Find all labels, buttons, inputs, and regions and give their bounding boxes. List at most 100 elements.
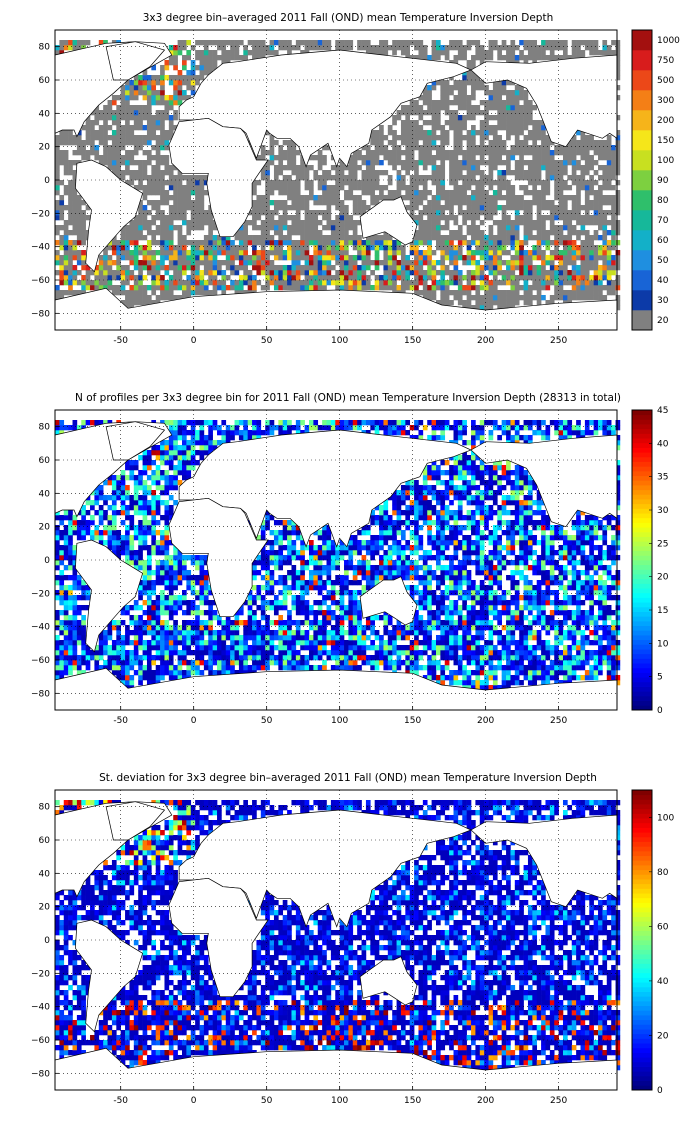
- x-tick-label: 200: [477, 336, 494, 346]
- x-tick-label: -50: [113, 1096, 128, 1106]
- heatmap-chart: -50 0 50 100 150 200 250806040200−20−40−60−800…: [31, 789, 674, 1106]
- x-tick-label: 250: [550, 1096, 567, 1106]
- colorbar-label: 50: [657, 256, 669, 266]
- colorbar-label: 40: [657, 977, 669, 987]
- panel-stdev: St. deviation for 3x3 degree bin–average…: [0, 760, 696, 1140]
- x-tick-label: 0: [191, 716, 197, 726]
- x-tick-label: 100: [331, 1096, 348, 1106]
- grid-lines: [55, 30, 617, 330]
- colorbar-label: 25: [657, 539, 668, 549]
- heatmap-cells: [55, 800, 621, 1071]
- grid-lines: [55, 790, 617, 1090]
- colorbar-label: 100: [657, 156, 674, 166]
- y-tick-label: −40: [31, 1003, 50, 1013]
- plot-area: [54, 789, 621, 1091]
- y-tick-label: −80: [31, 689, 50, 699]
- x-tick-label: 50: [261, 336, 273, 346]
- colorbar-label: 90: [657, 176, 669, 186]
- colorbar-label: 35: [657, 473, 668, 483]
- y-tick-label: −60: [31, 276, 50, 286]
- y-tick-label: −20: [31, 969, 50, 979]
- chart-title: St. deviation for 3x3 degree bin–average…: [99, 772, 597, 784]
- y-tick-label: 60: [39, 76, 51, 86]
- colorbar: 0 20 40 60 80 100: [631, 789, 674, 1096]
- y-tick-label: −60: [31, 656, 50, 666]
- y-tick-label: 20: [39, 903, 51, 913]
- y-tick-label: 0: [44, 556, 50, 566]
- colorbar-label: 20: [657, 1031, 669, 1041]
- x-tick-label: 0: [191, 1096, 197, 1106]
- colorbar-label: 45: [657, 406, 668, 416]
- colorbar-label: 30: [657, 296, 669, 306]
- x-tick-label: 250: [550, 336, 567, 346]
- x-tick-label: 0: [191, 336, 197, 346]
- x-tick-label: 50: [261, 716, 273, 726]
- colorbar-label: 150: [657, 136, 674, 146]
- x-tick-label: 150: [404, 716, 421, 726]
- colorbar-label: 20: [657, 316, 669, 326]
- plot-area: [54, 409, 621, 711]
- grid-lines: [55, 410, 617, 710]
- y-tick-label: 80: [39, 803, 51, 813]
- y-tick-label: 60: [39, 456, 51, 466]
- colorbar-label: 80: [657, 196, 669, 206]
- y-tick-label: 40: [39, 869, 51, 879]
- y-tick-label: −20: [31, 209, 50, 219]
- colorbar-label: 40: [657, 276, 669, 286]
- colorbar-label: 70: [657, 216, 669, 226]
- chart-title: N of profiles per 3x3 degree bin for 201…: [75, 392, 621, 404]
- y-tick-label: 80: [39, 423, 51, 433]
- colorbar-label: 0: [657, 706, 663, 716]
- x-tick-label: 200: [477, 716, 494, 726]
- x-tick-label: 100: [331, 716, 348, 726]
- x-tick-label: 150: [404, 336, 421, 346]
- heatmap-chart: -50 0 50 100 150 200 250806040200−20−40−60−800…: [31, 406, 669, 726]
- y-tick-label: 20: [39, 143, 51, 153]
- y-tick-label: 60: [39, 836, 51, 846]
- y-tick-label: −40: [31, 623, 50, 633]
- colorbar: 0 5 10 15 20 25 30 35 40 45: [631, 406, 669, 716]
- colorbar-label: 5: [657, 673, 663, 683]
- colorbar-label: 20: [657, 573, 669, 583]
- heatmap-chart: -50 0 50 100 150 200 250806040200−20−40−60−802…: [31, 29, 680, 346]
- colorbar-label: 100: [657, 813, 674, 823]
- plot-area: [54, 29, 621, 331]
- colorbar: 20 30 40 50 60 70 80 90 100 150 200 300 500 750 1000: [631, 29, 680, 331]
- y-tick-label: −20: [31, 589, 50, 599]
- colorbar-label: 10: [657, 639, 669, 649]
- x-tick-label: -50: [113, 716, 128, 726]
- colorbar-label: 60: [657, 922, 669, 932]
- y-tick-label: 0: [44, 176, 50, 186]
- y-tick-label: −80: [31, 309, 50, 319]
- panel-mean-depth: 3x3 degree bin–averaged 2011 Fall (OND) …: [0, 0, 696, 380]
- colorbar-label: 80: [657, 868, 669, 878]
- panel-profile-count: N of profiles per 3x3 degree bin for 201…: [0, 380, 696, 760]
- y-tick-label: 80: [39, 43, 51, 53]
- colorbar-label: 500: [657, 76, 674, 86]
- heatmap-cells: [55, 420, 621, 691]
- x-tick-label: 200: [477, 1096, 494, 1106]
- colorbar-label: 30: [657, 506, 669, 516]
- y-tick-label: 20: [39, 523, 51, 533]
- colorbar-label: 1000: [657, 36, 680, 46]
- x-tick-label: 100: [331, 336, 348, 346]
- colorbar-label: 300: [657, 96, 674, 106]
- y-tick-label: 40: [39, 489, 51, 499]
- y-tick-label: −80: [31, 1069, 50, 1079]
- colorbar-label: 0: [657, 1086, 663, 1096]
- x-tick-label: 150: [404, 1096, 421, 1106]
- y-tick-label: −40: [31, 243, 50, 253]
- y-tick-label: 0: [44, 936, 50, 946]
- colorbar-label: 60: [657, 236, 669, 246]
- colorbar-label: 750: [657, 56, 674, 66]
- coastlines: [54, 421, 618, 711]
- coastlines: [54, 801, 618, 1091]
- x-tick-label: 250: [550, 716, 567, 726]
- colorbar-label: 40: [657, 439, 669, 449]
- x-tick-label: -50: [113, 336, 128, 346]
- y-tick-label: −60: [31, 1036, 50, 1046]
- colorbar-label: 200: [657, 116, 674, 126]
- colorbar-label: 15: [657, 606, 668, 616]
- x-tick-label: 50: [261, 1096, 273, 1106]
- y-tick-label: 40: [39, 109, 51, 119]
